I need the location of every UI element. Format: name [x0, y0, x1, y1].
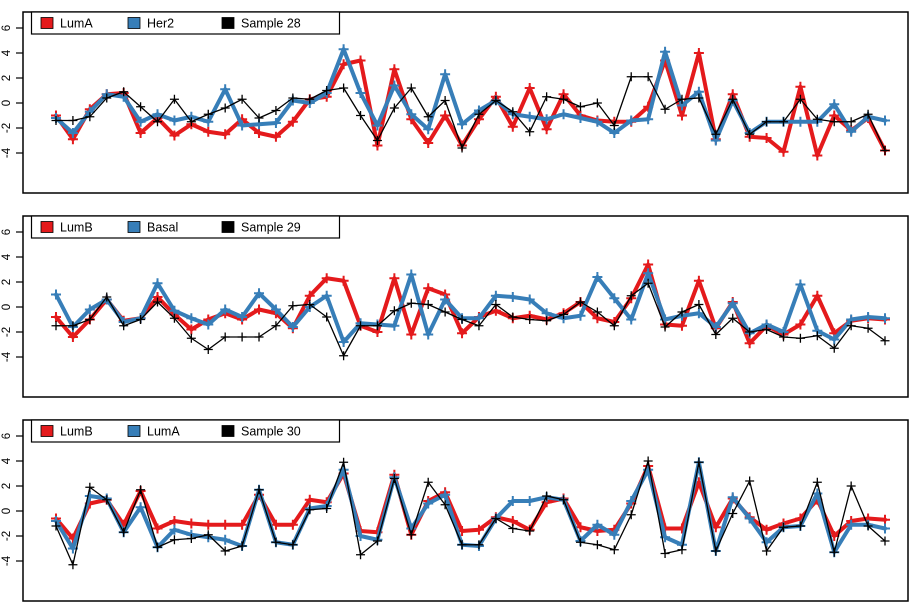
series-line-basal	[54, 271, 887, 344]
legend-swatch-lumb	[40, 221, 54, 233]
legend-label: LumA	[147, 425, 180, 439]
legend-label: Her2	[147, 17, 174, 31]
series-line-sample-30	[55, 460, 886, 566]
legend-label: Sample 29	[241, 221, 301, 235]
y-axis-tick-label: -2	[1, 531, 13, 541]
series-markers-sample-28	[51, 72, 890, 155]
plot-box	[22, 419, 909, 602]
y-axis-tick-label: 2	[1, 483, 13, 489]
y-axis-tick-label: 6	[1, 229, 13, 235]
series-markers-lumb	[51, 259, 890, 349]
y-axis-tick-label: -2	[1, 327, 13, 337]
y-axis-tick-label: -4	[1, 147, 13, 158]
series-line-sample-28	[55, 76, 886, 152]
chart-panel-1: 6 4 2 0 -2 -4	[1, 11, 909, 194]
y-axis-tick-label: -4	[1, 351, 13, 362]
y-axis-tick-label: -4	[1, 555, 13, 566]
legend-swatch-sample-29	[221, 221, 235, 233]
legend-box	[30, 419, 341, 443]
series-markers-sample-30	[51, 456, 890, 570]
plot-box	[22, 11, 909, 194]
y-axis-tick-label: -2	[1, 123, 13, 133]
legend-box	[30, 11, 341, 35]
y-axis-tick-label: 6	[1, 433, 13, 439]
legend-label: Sample 28	[241, 17, 301, 31]
legend-label: LumB	[60, 221, 93, 235]
legend-swatch-luma	[40, 17, 54, 29]
legend-swatch-basal	[127, 221, 141, 233]
legend-label: LumB	[60, 425, 93, 439]
y-axis-tick-label: 4	[1, 49, 13, 56]
chart-panel-3: 6 4 2 0 -2 -4	[1, 419, 909, 602]
legend: LumB LumA Sample 30	[30, 419, 341, 443]
y-axis-tick-label: 0	[1, 508, 13, 514]
series-line-luma	[54, 51, 887, 158]
series-markers-luma	[51, 48, 890, 161]
legend-swatch-her2	[127, 17, 141, 29]
legend: LumB Basal Sample 29	[30, 215, 341, 239]
plot-box	[22, 215, 909, 398]
y-axis-tick-label: 4	[1, 457, 13, 464]
legend-label: LumA	[60, 17, 93, 31]
series-markers-sample-29	[51, 278, 890, 361]
series-line-sample-29	[55, 282, 886, 357]
legend-swatch-luma	[127, 425, 141, 437]
legend-label: Basal	[147, 221, 178, 235]
legend: LumA Her2 Sample 28	[30, 11, 341, 35]
legend-label: Sample 30	[241, 425, 301, 439]
legend-swatch-sample-30	[221, 425, 235, 437]
y-axis-tick-label: 0	[1, 100, 13, 106]
y-axis-tick-label: 2	[1, 279, 13, 285]
legend-box	[30, 215, 341, 239]
y-axis-tick-label: 6	[1, 25, 13, 31]
y-axis-tick-label: 4	[1, 253, 13, 260]
series-markers-basal	[51, 268, 890, 347]
legend-swatch-lumb	[40, 425, 54, 437]
series-line-lumb	[54, 262, 887, 346]
chart-panel-2: 6 4 2 0 -2 -4	[1, 215, 909, 398]
y-axis-tick-label: 0	[1, 304, 13, 310]
y-axis-tick-label: 2	[1, 75, 13, 81]
legend-swatch-sample-28	[221, 17, 235, 29]
